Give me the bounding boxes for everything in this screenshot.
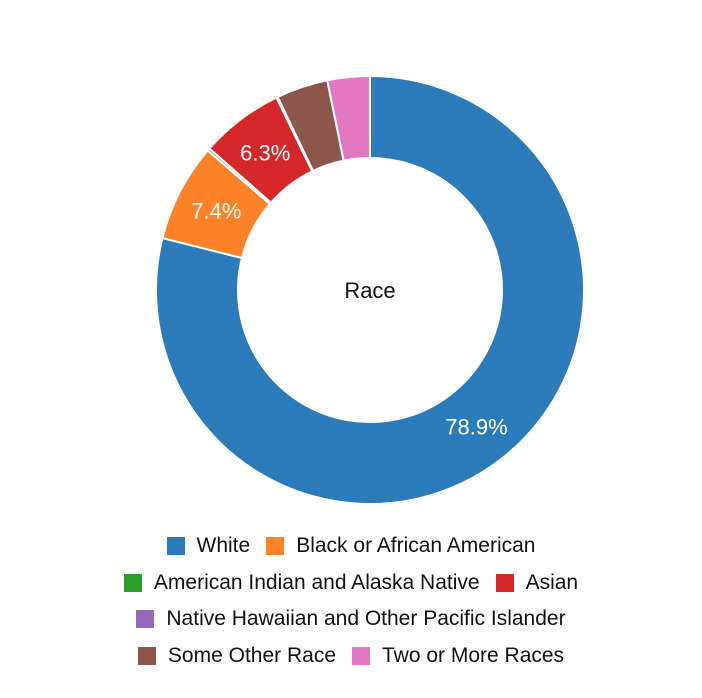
legend-item-american-indian-and-alaska-native[interactable]: American Indian and Alaska Native xyxy=(123,570,480,595)
chart-title: Race xyxy=(344,278,395,303)
donut-chart-svg: 78.9% 7.4% 6.3% Race xyxy=(155,74,585,505)
data-label-white: 78.9% xyxy=(445,414,507,439)
legend-label: Native Hawaiian and Other Pacific Island… xyxy=(166,607,566,631)
legend-item-some-other-race[interactable]: Some Other Race xyxy=(137,643,336,668)
legend-label: Black or African American xyxy=(296,534,536,558)
legend-label: White xyxy=(196,534,251,558)
legend-label: Asian xyxy=(525,570,579,594)
legend-item-asian[interactable]: Asian xyxy=(495,570,579,595)
legend-row: White Black or African American xyxy=(0,528,702,565)
legend-swatch xyxy=(266,537,285,556)
legend-swatch xyxy=(352,646,370,665)
legend-label: Two or More Races xyxy=(382,643,565,667)
legend-swatch xyxy=(137,646,156,665)
legend-item-white[interactable]: White xyxy=(166,534,251,558)
legend-swatch xyxy=(166,537,185,556)
data-label-asian: 6.3% xyxy=(240,140,290,165)
legend-item-black-or-african-american[interactable]: Black or African American xyxy=(266,534,535,558)
legend-swatch xyxy=(495,573,514,592)
slice-two-or-more-races[interactable] xyxy=(326,74,371,162)
legend-row: Native Hawaiian and Other Pacific Island… xyxy=(0,601,702,638)
data-label-black-or-african-american: 7.4% xyxy=(191,198,241,223)
legend-swatch xyxy=(136,610,155,629)
legend-item-two-or-more-races[interactable]: Two or More Races xyxy=(352,644,564,668)
legend-item-native-hawaiian-and-other-pacific-islander[interactable]: Native Hawaiian and Other Pacific Island… xyxy=(136,607,566,631)
chart-legend: White Black or African American American I… xyxy=(0,528,702,674)
legend-label: American Indian and Alaska Native xyxy=(153,570,480,594)
slice-white[interactable] xyxy=(155,74,585,505)
legend-row: Some Other Race Two or More Races xyxy=(0,638,702,675)
legend-label: Some Other Race xyxy=(167,643,336,667)
legend-swatch xyxy=(123,573,142,592)
legend-row: American Indian and Alaska Native Asian xyxy=(0,565,702,602)
